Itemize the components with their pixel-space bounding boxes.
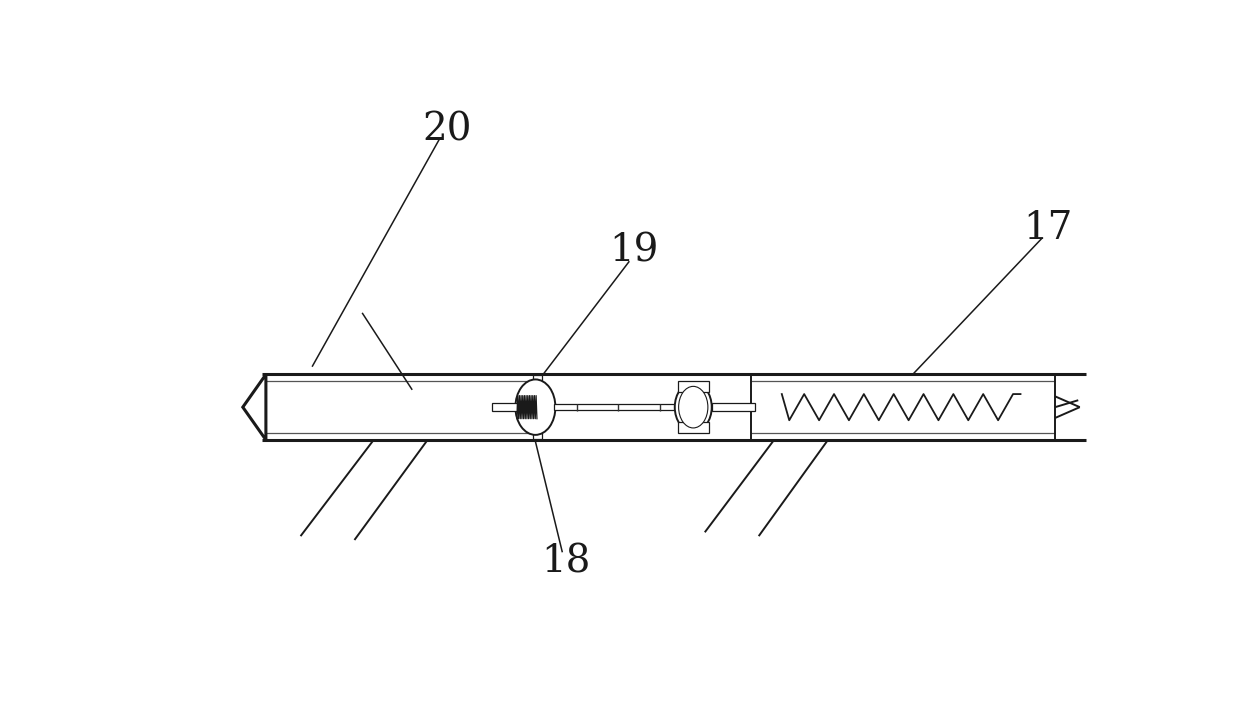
Text: 20: 20: [422, 112, 471, 149]
Bar: [678, 381, 708, 392]
Bar: [492, 403, 517, 411]
Bar: [712, 403, 755, 411]
Polygon shape: [243, 374, 265, 440]
Text: 17: 17: [1023, 210, 1073, 246]
Ellipse shape: [675, 383, 712, 432]
Bar: [554, 404, 724, 410]
Bar: [533, 375, 542, 386]
Bar: [533, 428, 542, 439]
Text: 19: 19: [609, 233, 658, 270]
Ellipse shape: [678, 386, 708, 428]
Text: 18: 18: [542, 543, 591, 580]
Bar: [678, 422, 708, 433]
Ellipse shape: [516, 379, 556, 435]
